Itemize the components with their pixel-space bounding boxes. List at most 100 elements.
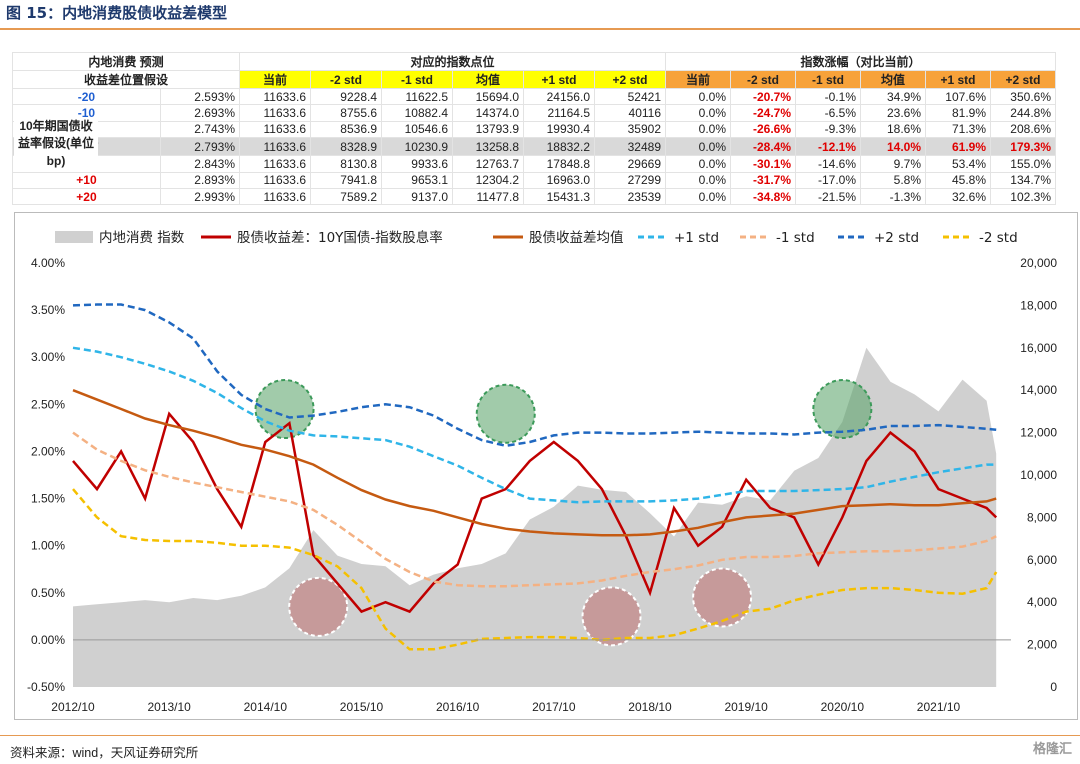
section-change-header: 指数涨幅（对比当前） xyxy=(665,52,1056,71)
y-left-tick: 1.00% xyxy=(31,539,65,553)
col-header: -1 std xyxy=(381,70,453,89)
point-cell: 13793.9 xyxy=(452,120,524,139)
row-label: -20 xyxy=(12,87,161,106)
x-tick: 2015/10 xyxy=(340,700,384,714)
point-cell: 11633.6 xyxy=(239,187,311,206)
point-cell: 8755.6 xyxy=(310,104,382,122)
change-cell: 0.0% xyxy=(665,87,731,106)
row-yield: 2.743% xyxy=(159,120,241,139)
point-cell: 11622.5 xyxy=(381,87,453,106)
point-cell: 7589.2 xyxy=(310,187,382,206)
y-left-tick: 0.50% xyxy=(31,586,65,600)
col-header: +1 std xyxy=(925,70,991,89)
change-cell: 18.6% xyxy=(860,120,926,139)
change-cell: 0.0% xyxy=(665,171,731,189)
y-left-tick: 1.50% xyxy=(31,492,65,506)
change-cell: 9.7% xyxy=(860,155,926,173)
legend-label: 股债收益差均值 xyxy=(529,230,624,246)
series-line-3 xyxy=(72,346,997,504)
table-row: -10 2.693% 11633.6 8755.6 10882.4 14374.0 2116… xyxy=(12,104,1056,122)
col-header: +2 std xyxy=(594,70,666,89)
table-corner-line2: 收益差位置假设 xyxy=(12,70,240,89)
y-left-tick: -0.50% xyxy=(27,680,65,694)
point-cell: 21164.5 xyxy=(523,104,595,122)
point-cell: 10230.9 xyxy=(381,137,453,157)
change-cell: -31.7% xyxy=(730,171,796,189)
change-cell: -34.8% xyxy=(730,187,796,206)
y-right-tick: 2,000 xyxy=(1027,638,1057,652)
change-cell: 0.0% xyxy=(665,104,731,122)
point-cell: 9137.0 xyxy=(381,187,453,206)
col-header: -2 std xyxy=(730,70,796,89)
change-cell: 71.3% xyxy=(925,120,991,139)
y-right-tick: 8,000 xyxy=(1027,510,1057,524)
legend-label: -1 std xyxy=(776,230,815,246)
legend-label: +1 std xyxy=(674,230,719,246)
point-cell: 18832.2 xyxy=(523,137,595,157)
point-cell: 12304.2 xyxy=(452,171,524,189)
series-line-1 xyxy=(72,411,998,614)
y-right-tick: 12,000 xyxy=(1020,426,1057,440)
point-cell: 8130.8 xyxy=(310,155,382,173)
point-cell: 32489 xyxy=(594,137,666,157)
highlight-circle-high xyxy=(812,379,873,440)
point-cell: 10546.6 xyxy=(381,120,453,139)
source-rule xyxy=(0,735,1080,736)
change-cell: 61.9% xyxy=(925,137,991,157)
point-cell: 8328.9 xyxy=(310,137,382,157)
line-layer xyxy=(72,303,998,651)
section-points-header: 对应的指数点位 xyxy=(239,52,666,71)
change-cell: 350.6% xyxy=(990,87,1056,106)
change-cell: 179.3% xyxy=(990,137,1056,157)
x-tick: 2014/10 xyxy=(244,700,288,714)
point-cell: 11633.6 xyxy=(239,155,311,173)
chart-svg: 内地消费 指数 股债收益差：10Y国债-指数股息率 股债收益差均值 +1 std -1 … xyxy=(27,229,1057,714)
side-label: 10年期国债收益率假设(单位bp) xyxy=(14,118,98,171)
highlight-circle-low xyxy=(581,586,642,647)
table-row: -20 2.593% 11633.6 9228.4 11622.5 15694.0 2415… xyxy=(12,87,1056,106)
point-cell: 52421 xyxy=(594,87,666,106)
y-right-tick: 20,000 xyxy=(1020,256,1057,270)
series-line-2 xyxy=(72,389,997,537)
y-left-tick: 0.00% xyxy=(31,633,65,647)
col-header: 均值 xyxy=(452,70,524,89)
change-cell: -26.6% xyxy=(730,120,796,139)
change-cell: -28.4% xyxy=(730,137,796,157)
col-header: 当前 xyxy=(239,70,311,89)
col-header: 均值 xyxy=(860,70,926,89)
highlight-circle-high xyxy=(475,383,536,444)
change-cell: 0.0% xyxy=(665,187,731,206)
watermark: 格隆汇 xyxy=(1032,742,1072,757)
legend-swatch xyxy=(55,231,93,243)
point-cell: 29669 xyxy=(594,155,666,173)
highlight-circle-high xyxy=(254,379,315,440)
x-tick: 2019/10 xyxy=(724,700,768,714)
change-cell: -14.6% xyxy=(795,155,861,173)
point-cell: 11633.6 xyxy=(239,137,311,157)
row-yield: 2.593% xyxy=(159,87,241,106)
change-cell: -17.0% xyxy=(795,171,861,189)
point-cell: 23539 xyxy=(594,187,666,206)
legend-label: 内地消费 指数 xyxy=(99,230,185,246)
col-header: -1 std xyxy=(795,70,861,89)
legend: 内地消费 指数 股债收益差：10Y国债-指数股息率 股债收益差均值 +1 std -1 … xyxy=(55,229,1018,246)
point-cell: 7941.8 xyxy=(310,171,382,189)
highlight-circle-low xyxy=(692,567,753,628)
model-table: 内地消费 预测 对应的指数点位 指数涨幅（对比当前） 收益差位置假设 当前 -2… xyxy=(12,52,1056,206)
change-cell: -21.5% xyxy=(795,187,861,206)
y-right-tick: 18,000 xyxy=(1020,298,1057,312)
point-cell: 15431.3 xyxy=(523,187,595,206)
legend-label: -2 std xyxy=(979,230,1018,246)
row-label: +10 xyxy=(12,171,161,189)
point-cell: 11477.8 xyxy=(452,187,524,206)
change-cell: 34.9% xyxy=(860,87,926,106)
point-cell: 13258.8 xyxy=(452,137,524,157)
table-row: +20 2.993% 11633.6 7589.2 9137.0 11477.8 15431… xyxy=(12,187,1056,206)
col-header: 当前 xyxy=(665,70,731,89)
change-cell: 45.8% xyxy=(925,171,991,189)
row-yield: 2.843% xyxy=(159,155,241,173)
figure-title: 图 15：内地消费股债收益差模型 xyxy=(6,4,228,22)
col-header: +2 std xyxy=(990,70,1056,89)
circle-layer xyxy=(254,379,873,647)
series-line-5 xyxy=(72,303,997,448)
